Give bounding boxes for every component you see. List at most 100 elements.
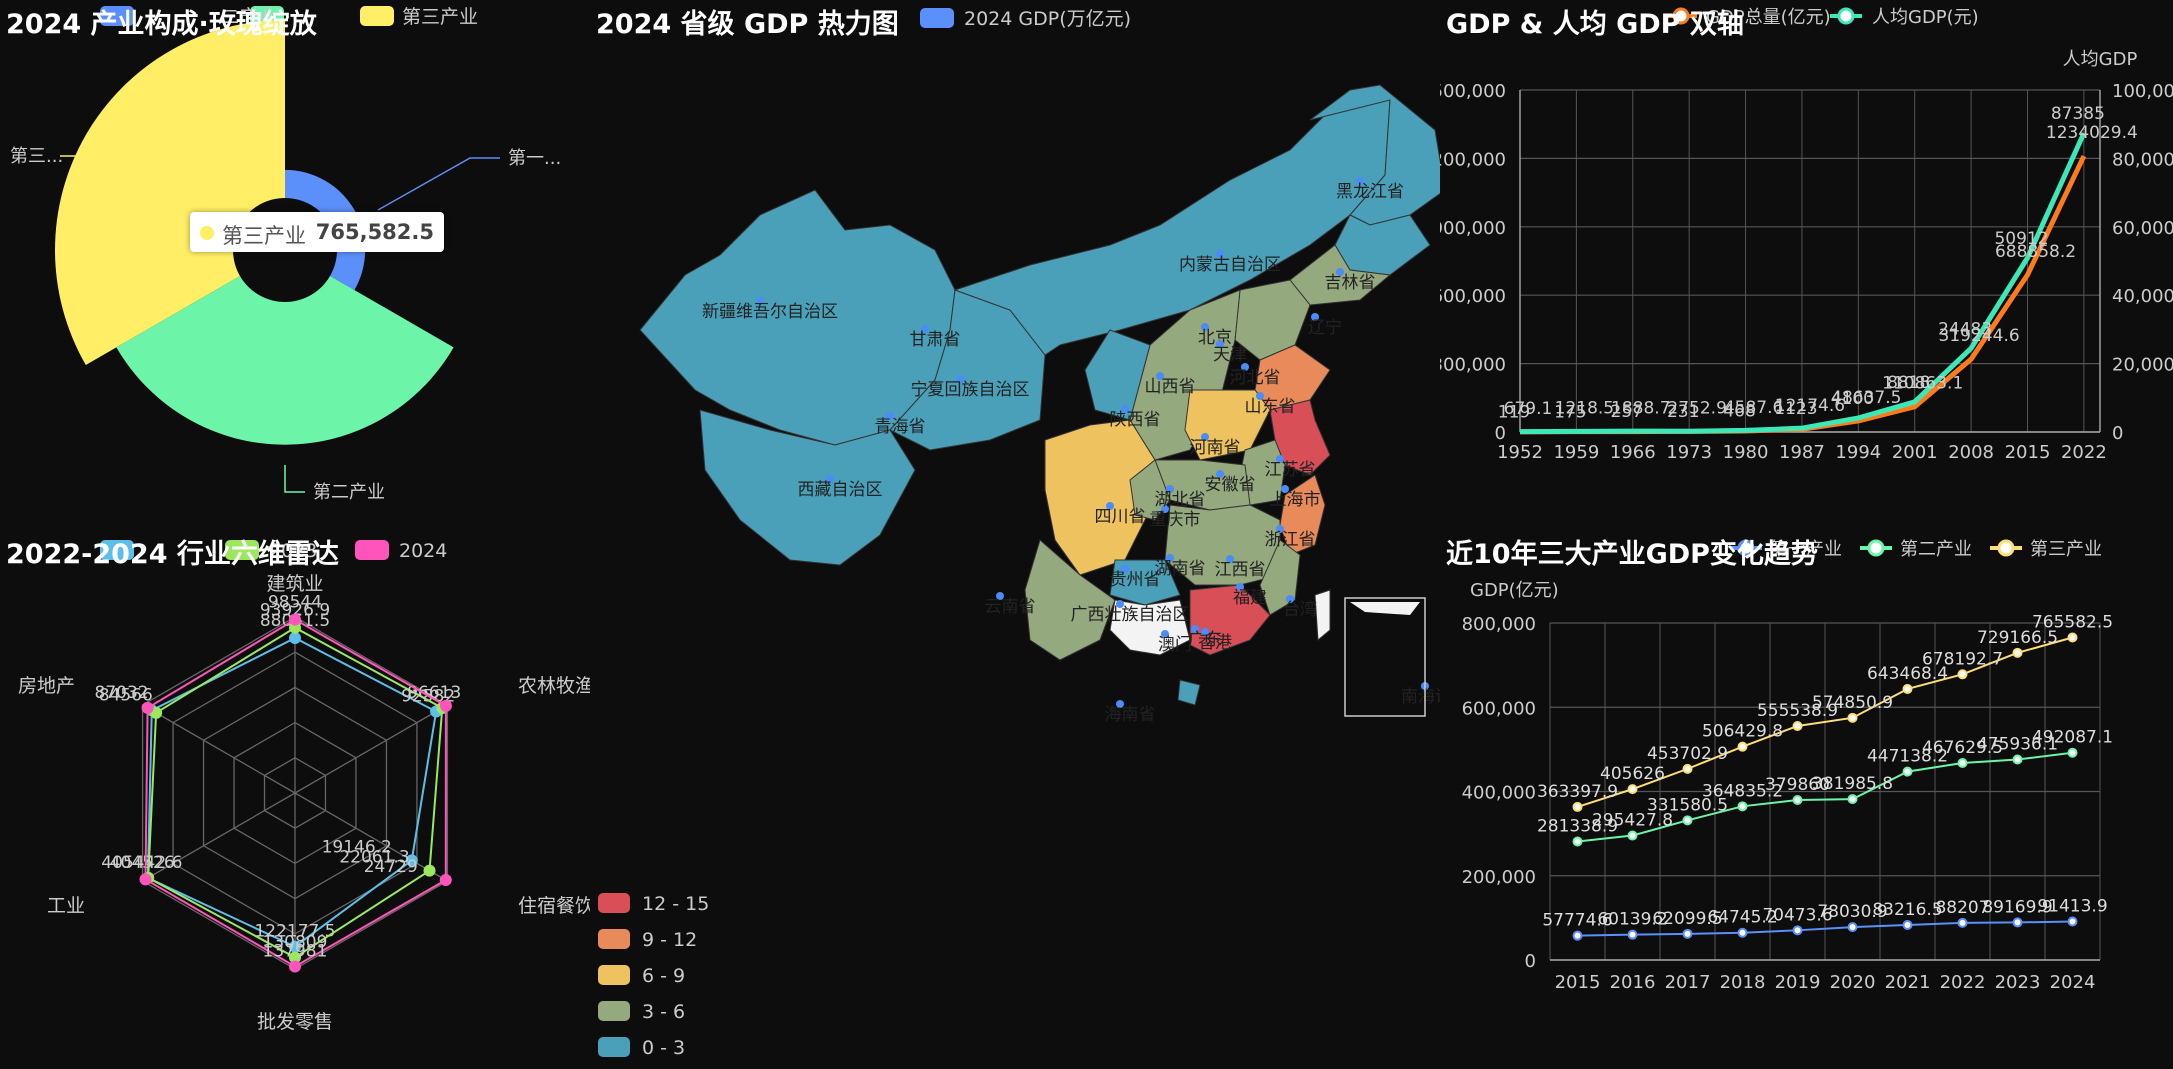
rose-chart-title: 2024 产业构成·玫瑰绽放: [6, 9, 317, 40]
y-tick-label: 900,000: [1440, 218, 1506, 239]
data-label: 331580.5: [1647, 795, 1728, 815]
radar-data-label: 84566: [99, 685, 153, 705]
legend-swatch: [355, 540, 389, 560]
data-point: [1627, 929, 1638, 940]
province-marker: [1336, 268, 1344, 276]
map-chart-title: 2024 省级 GDP 热力图: [596, 9, 899, 40]
visualmap-label: 9 - 12: [642, 929, 697, 951]
province-marker: [1356, 177, 1364, 185]
data-label: 506429.8: [1702, 722, 1783, 742]
x-tick-label: 1994: [1835, 442, 1881, 463]
y2-tick-label: 20,000: [2112, 355, 2173, 376]
data-label: 83216.5: [1872, 900, 1942, 920]
province-label: 青海省: [875, 417, 926, 437]
data-point: [1627, 784, 1638, 795]
province-label: 陕西省: [1110, 410, 1161, 430]
province-marker: [1116, 600, 1124, 608]
y-tick-label: 800,000: [1462, 614, 1536, 635]
series-line-1: [1577, 920, 2073, 937]
radar-point: [405, 854, 418, 867]
radar-data-label: 98544: [268, 593, 322, 613]
trend-chart-title: 近10年三大产业GDP变化趋势: [1446, 539, 1818, 570]
data-point: [1682, 763, 1693, 774]
radar-data-label: 22061.3: [339, 848, 409, 868]
legend-swatch: [225, 540, 259, 560]
province-marker: [1201, 628, 1209, 636]
legend-swatch: [920, 8, 954, 28]
radar-point: [289, 613, 301, 626]
data-label-per-capita: 1123: [1774, 399, 1817, 419]
province-label: 福建: [1233, 588, 1267, 608]
data-label: 379860: [1765, 775, 1830, 795]
y-tick-label: 0: [1525, 951, 1536, 972]
province-marker: [1286, 595, 1294, 603]
x-tick-label: 2008: [1948, 442, 1994, 463]
radar-indicator-label: 农林牧渔: [518, 675, 590, 697]
data-label-gdp: 688858.2: [1995, 242, 2076, 262]
series-line-per-capita: [1519, 132, 2087, 435]
radar-axis-line: [142, 704, 296, 794]
radar-data-label: 137981: [263, 941, 328, 961]
dual-axis-chart-title: GDP & 人均 GDP 双轴: [1446, 9, 1744, 40]
data-point: [1737, 741, 1748, 752]
data-label-gdp: 1218.5: [1555, 399, 1614, 419]
data-label: 453702.9: [1647, 744, 1728, 764]
province-marker: [1166, 485, 1174, 493]
data-point: [1957, 758, 1968, 769]
x-tick-label: 2023: [1995, 972, 2041, 993]
data-label-gdp: 110863.1: [1882, 374, 1963, 394]
province-marker: [1226, 555, 1234, 563]
province-marker: [1201, 433, 1209, 441]
legend-label: 人均GDP(元): [1872, 7, 1979, 28]
radar-data-label: 130809: [263, 932, 328, 952]
x-tick-label: 1959: [1553, 442, 1599, 463]
province-label: 江西省: [1215, 560, 1266, 580]
y-tick-label: 600,000: [1462, 698, 1536, 719]
x-tick-label: 1980: [1723, 442, 1769, 463]
data-point: [1627, 830, 1638, 841]
radar-indicator-label: 批发零售: [257, 1011, 333, 1033]
province-marker: [1106, 502, 1114, 510]
rose-leader-line: [377, 157, 500, 211]
radar-point: [289, 960, 301, 973]
data-label: 281338.9: [1537, 816, 1618, 836]
y-tick-label: 300,000: [1440, 355, 1506, 376]
data-label: 70473.6: [1762, 905, 1832, 925]
data-point: [1682, 928, 1693, 939]
map-chart-panel: 2024 GDP(万亿元) 黑龙江省 吉林省 辽宁 内蒙古自治区 新疆维吾尔自治区 甘肃省北…: [590, 0, 1440, 1069]
province-label: 贵州省: [1110, 570, 1161, 590]
province-label: 澳门: [1158, 635, 1192, 655]
province-region-yunnan: [1024, 539, 1116, 661]
province-label: 台湾: [1283, 600, 1317, 620]
province-marker: [826, 475, 834, 483]
province-marker: [1276, 525, 1284, 533]
data-label-gdp: 1888.7: [1611, 399, 1670, 419]
x-tick-label: 1973: [1666, 442, 1712, 463]
province-label: 内蒙古自治区: [1179, 255, 1281, 275]
data-label: 574850.9: [1812, 693, 1893, 713]
radar-indicator-label: 工业: [47, 895, 85, 917]
data-label-gdp: 319244.6: [1939, 326, 2020, 346]
province-marker: [1161, 505, 1169, 513]
radar-chart: 20232024建筑业农林牧渔住宿餐饮批发零售工业房地产88051.592582…: [18, 540, 590, 1033]
data-label: 729166.5: [1977, 628, 2058, 648]
legend-label: 第二产业: [1900, 539, 1972, 560]
province-label: 山东省: [1245, 397, 1296, 417]
y-tick-label: 200,000: [1462, 867, 1536, 888]
trend-chart-panel: 第一产业 第二产业 第三产业 GDP(亿元) 0 200,000 400,000 600,00…: [1440, 530, 2173, 1069]
x-tick-label: 2015: [2005, 442, 2051, 463]
radar-point: [289, 940, 301, 953]
radar-data-label: 87032: [95, 683, 149, 703]
y-axis-title: GDP(亿元): [1470, 580, 1559, 601]
data-point: [1737, 801, 1748, 812]
data-label-gdp: 2752.9: [1667, 398, 1726, 418]
y-tick-label: 400,000: [1462, 783, 1536, 804]
data-label-per-capita: 257: [1611, 402, 1643, 422]
province-marker: [1311, 313, 1319, 321]
data-point: [2012, 647, 2023, 658]
data-label: 78030.9: [1817, 902, 1887, 922]
visualmap-label: 3 - 6: [642, 1001, 685, 1023]
legend-marker: [1737, 539, 1755, 557]
data-label: 447138.2: [1867, 747, 1948, 767]
province-region-hainan: [1177, 679, 1201, 706]
